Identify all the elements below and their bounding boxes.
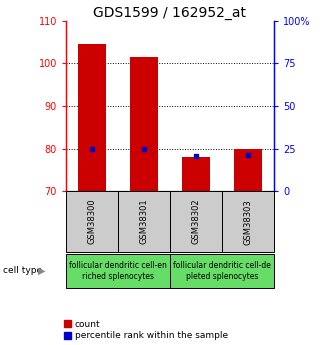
Text: GSM38300: GSM38300 xyxy=(87,199,96,245)
Text: GSM38301: GSM38301 xyxy=(140,199,148,245)
Bar xyxy=(130,57,158,191)
Bar xyxy=(234,149,262,191)
Text: ▶: ▶ xyxy=(38,266,46,276)
Title: GDS1599 / 162952_at: GDS1599 / 162952_at xyxy=(93,6,247,20)
Bar xyxy=(170,254,274,288)
Bar xyxy=(66,254,170,288)
Legend: count, percentile rank within the sample: count, percentile rank within the sample xyxy=(64,320,228,341)
Bar xyxy=(78,44,106,191)
Bar xyxy=(170,191,222,252)
Text: GSM38303: GSM38303 xyxy=(244,199,252,245)
Bar xyxy=(222,191,274,252)
Bar xyxy=(182,157,210,191)
Text: follicular dendritic cell-en
riched splenocytes: follicular dendritic cell-en riched sple… xyxy=(69,261,167,280)
Bar xyxy=(66,191,118,252)
Text: GSM38302: GSM38302 xyxy=(191,199,200,245)
Bar xyxy=(118,191,170,252)
Text: cell type: cell type xyxy=(3,266,43,275)
Text: follicular dendritic cell-de
pleted splenocytes: follicular dendritic cell-de pleted sple… xyxy=(173,261,271,280)
